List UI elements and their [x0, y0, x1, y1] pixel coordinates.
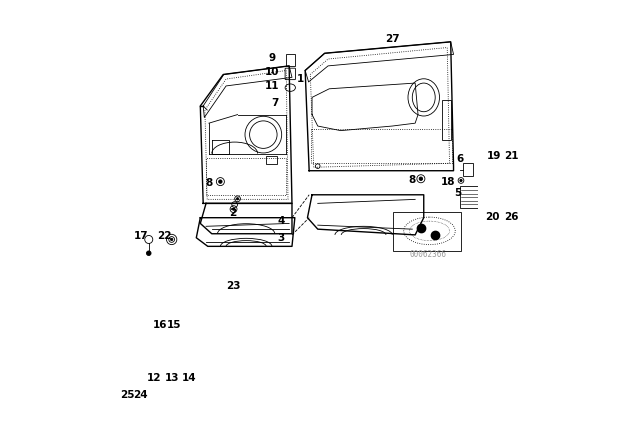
Bar: [487, 159, 515, 216]
Text: 20: 20: [485, 211, 500, 222]
Circle shape: [147, 251, 151, 255]
Bar: [460, 186, 483, 208]
Text: 25: 25: [120, 390, 134, 401]
Circle shape: [232, 208, 235, 210]
Text: 00062366: 00062366: [410, 250, 447, 259]
Text: 9: 9: [268, 53, 275, 64]
Bar: [463, 163, 473, 176]
Circle shape: [236, 198, 239, 200]
Text: 14: 14: [182, 373, 196, 383]
Text: 18: 18: [441, 177, 456, 187]
Bar: [490, 213, 517, 242]
Bar: [177, 395, 186, 405]
Bar: [394, 212, 461, 251]
Text: 13: 13: [164, 373, 179, 383]
Circle shape: [170, 238, 173, 241]
Text: 8: 8: [205, 178, 212, 188]
Bar: [442, 100, 451, 140]
Text: 10: 10: [265, 67, 279, 77]
Text: 1: 1: [297, 74, 304, 84]
Text: 2: 2: [229, 208, 237, 218]
Text: 21: 21: [504, 151, 518, 161]
Text: 26: 26: [504, 211, 518, 222]
Text: 22: 22: [157, 231, 172, 241]
Text: 8: 8: [409, 176, 416, 185]
Text: 19: 19: [487, 151, 501, 161]
Bar: [487, 218, 515, 246]
Text: 4: 4: [277, 215, 285, 225]
Circle shape: [219, 180, 222, 183]
Text: 5: 5: [454, 188, 461, 198]
Text: 6: 6: [456, 154, 463, 164]
Text: 7: 7: [271, 98, 278, 108]
Text: 15: 15: [167, 320, 182, 331]
Text: 16: 16: [152, 320, 167, 331]
Bar: [490, 155, 517, 212]
Text: 11: 11: [265, 81, 279, 91]
Text: 3: 3: [277, 233, 284, 243]
Circle shape: [419, 177, 422, 181]
Text: 17: 17: [134, 231, 148, 241]
Bar: [266, 156, 276, 164]
Text: 24: 24: [133, 390, 147, 401]
Text: 23: 23: [226, 281, 240, 292]
Text: 12: 12: [147, 373, 162, 383]
Circle shape: [133, 397, 136, 399]
Text: 27: 27: [385, 34, 399, 44]
Circle shape: [460, 179, 462, 181]
Bar: [286, 54, 295, 66]
